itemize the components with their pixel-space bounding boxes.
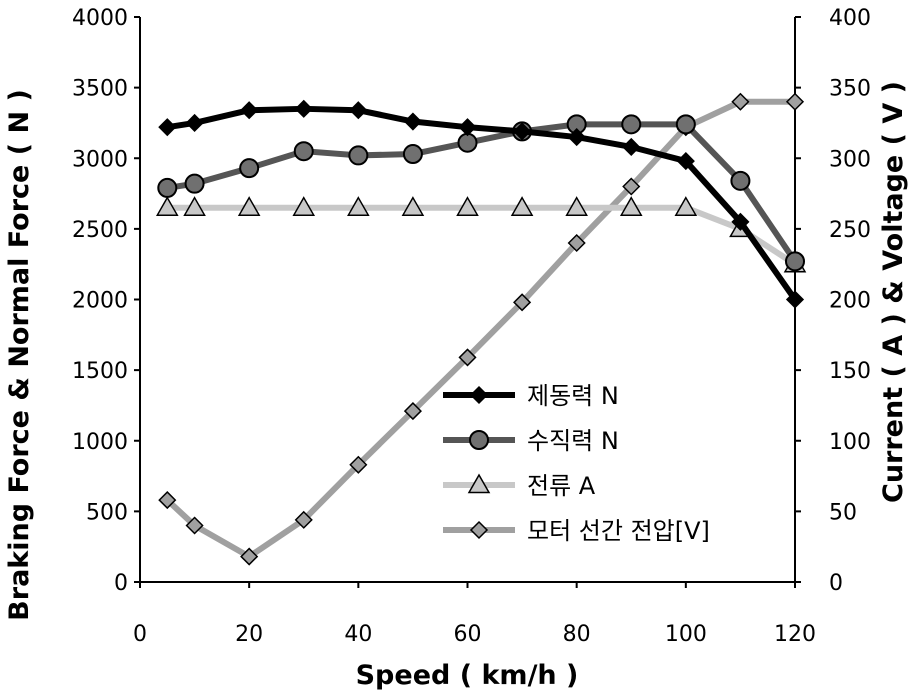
y-axis-title-right: Current ( A ) & Voltage ( V ) — [878, 81, 909, 503]
y-left-tick-label: 4000 — [72, 6, 128, 31]
data-point — [622, 137, 641, 157]
data-point — [158, 491, 177, 510]
y-left-tick-label: 2000 — [72, 289, 128, 314]
legend-swatch-marker — [469, 385, 489, 405]
y-right-tick-label: 150 — [829, 359, 871, 384]
y-right-tick-label: 50 — [829, 500, 857, 525]
series-3 — [155, 196, 807, 273]
x-tick-label: 100 — [665, 622, 707, 647]
legend-label: 수직력 N — [527, 427, 619, 455]
data-point — [348, 145, 369, 166]
legend-item: 제동력 N — [443, 382, 619, 410]
y-left-tick-label: 3000 — [72, 147, 128, 172]
data-point — [785, 92, 805, 111]
data-point — [403, 112, 422, 131]
data-point — [239, 158, 260, 179]
data-point — [621, 114, 642, 135]
data-point — [294, 99, 313, 118]
data-point — [240, 101, 259, 120]
legend-label: 전류 A — [527, 472, 596, 500]
data-point — [456, 196, 479, 216]
data-point — [158, 118, 177, 137]
data-point — [184, 173, 205, 194]
y-right-tick-label: 200 — [829, 289, 871, 314]
data-point — [676, 152, 695, 171]
y-right-tick-label: 350 — [829, 77, 871, 102]
data-point — [675, 114, 696, 135]
series-line — [166, 121, 798, 264]
data-point — [237, 196, 261, 216]
data-point — [155, 196, 179, 216]
data-point — [565, 196, 588, 216]
y-right-tick-label: 300 — [829, 147, 871, 172]
y-left-tick-label: 1000 — [72, 430, 128, 455]
data-point — [347, 196, 370, 216]
y-right-tick-label: 100 — [829, 430, 871, 455]
data-point — [674, 196, 698, 216]
series-1 — [158, 99, 805, 309]
legend-item: 모터 선간 전압[V] — [443, 517, 710, 545]
x-tick-label: 120 — [774, 622, 816, 647]
legend-label: 모터 선간 전압[V] — [527, 517, 710, 545]
data-point — [457, 132, 478, 153]
legend-item: 전류 A — [443, 472, 596, 500]
data-point — [785, 290, 805, 309]
series-4 — [158, 92, 805, 566]
x-tick-label: 40 — [344, 622, 372, 647]
y-axis-title-left: Braking Force & Normal Force ( N ) — [4, 89, 35, 621]
y-left-tick-label: 2500 — [72, 218, 128, 243]
y-left-tick-label: 1500 — [72, 359, 128, 384]
data-point — [458, 348, 477, 367]
data-point — [510, 196, 534, 216]
data-point — [513, 293, 532, 312]
y-left-tick-label: 3500 — [72, 77, 128, 102]
data-point — [458, 118, 477, 137]
y-right-tick-label: 400 — [829, 6, 871, 31]
axes: 0500100015002000250030003500400005010015… — [72, 6, 871, 647]
data-point — [402, 144, 423, 165]
legend-swatch-marker — [467, 473, 491, 494]
y-left-tick-label: 0 — [114, 571, 128, 596]
data-point — [730, 170, 751, 191]
data-point — [292, 196, 316, 216]
data-point — [401, 196, 425, 216]
data-point — [513, 122, 532, 141]
data-point — [403, 402, 422, 421]
series-line — [167, 204, 797, 267]
data-point — [240, 547, 259, 566]
legend: 제동력 N 수직력 N 전류 A 모터 선간 전압[V] — [443, 382, 710, 545]
legend-swatch-marker — [469, 520, 489, 540]
x-tick-label: 0 — [133, 622, 147, 647]
data-point — [349, 455, 368, 474]
data-point — [619, 196, 643, 216]
data-point — [731, 212, 750, 231]
y-right-tick-label: 250 — [829, 218, 871, 243]
data-point — [185, 113, 204, 132]
data-point — [567, 233, 586, 253]
data-point — [349, 101, 368, 120]
y-left-tick-label: 500 — [86, 500, 128, 525]
x-tick-label: 80 — [563, 622, 591, 647]
series-2 — [157, 114, 805, 272]
legend-swatch-marker — [469, 430, 489, 450]
x-tick-label: 20 — [235, 622, 263, 647]
y-right-tick-label: 0 — [829, 571, 843, 596]
x-axis-title: Speed ( km/h ) — [356, 660, 579, 691]
data-point — [157, 177, 178, 198]
data-point — [294, 510, 313, 529]
data-point — [183, 196, 206, 216]
x-tick-label: 60 — [454, 622, 482, 647]
data-point — [567, 128, 586, 147]
data-point — [731, 92, 750, 111]
legend-label: 제동력 N — [527, 382, 619, 410]
series-layer — [155, 92, 807, 566]
legend-item: 수직력 N — [443, 427, 619, 455]
data-point — [185, 516, 204, 535]
data-point — [293, 141, 314, 162]
data-point — [785, 251, 805, 272]
data-point — [622, 177, 641, 196]
